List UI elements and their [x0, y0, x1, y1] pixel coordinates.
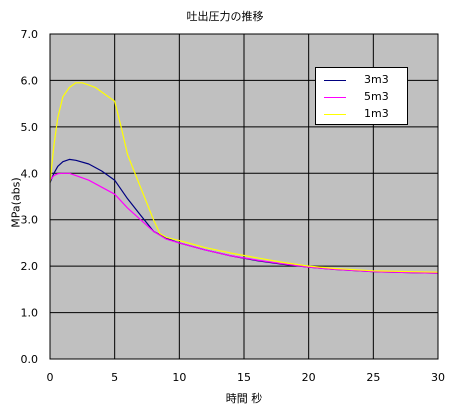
y-axis-label: MPa(abs)	[9, 177, 23, 228]
x-tick-label: 30	[431, 371, 445, 384]
x-tick-labels: 0 5 10 15 20 25 30	[47, 371, 446, 384]
legend-swatch-1m3	[324, 114, 346, 115]
legend-label-1m3: 1m3	[364, 107, 389, 120]
plot-border	[49, 33, 439, 360]
x-tick-label: 10	[172, 371, 186, 384]
y-tick-label: 1.0	[21, 307, 39, 320]
x-tick-label: 25	[366, 371, 380, 384]
y-tick-labels: 0.0 1.0 2.0 3.0 4.0 5.0 6.0 7.0	[21, 28, 39, 366]
legend-swatch-3m3	[324, 80, 346, 81]
legend-item-5m3: 5m3	[316, 91, 407, 103]
legend-label-3m3: 3m3	[364, 73, 389, 86]
y-tick-label: 7.0	[21, 28, 39, 41]
y-tick-label: 5.0	[21, 121, 39, 134]
y-tick-label: 3.0	[21, 214, 39, 227]
legend-item-1m3: 1m3	[316, 108, 407, 120]
series-line-1m3	[49, 82, 439, 273]
legend-item-3m3: 3m3	[316, 74, 407, 86]
x-tick-label: 15	[237, 371, 251, 384]
x-tick-label: 5	[111, 371, 118, 384]
x-tick-label: 20	[302, 371, 316, 384]
legend: 3m3 5m3 1m3	[315, 67, 408, 125]
x-tick-label: 0	[47, 371, 54, 384]
chart-title: 吐出圧力の推移	[186, 10, 264, 23]
legend-label-5m3: 5m3	[364, 90, 389, 103]
series-lines	[49, 82, 439, 274]
y-tick-label: 6.0	[21, 74, 39, 87]
y-tick-label: 0.0	[21, 353, 39, 366]
y-tick-label: 4.0	[21, 167, 39, 180]
series-line-5m3	[49, 172, 439, 274]
x-axis-label: 時間 秒	[225, 392, 263, 405]
y-tick-label: 2.0	[21, 260, 39, 273]
legend-swatch-5m3	[324, 97, 346, 98]
